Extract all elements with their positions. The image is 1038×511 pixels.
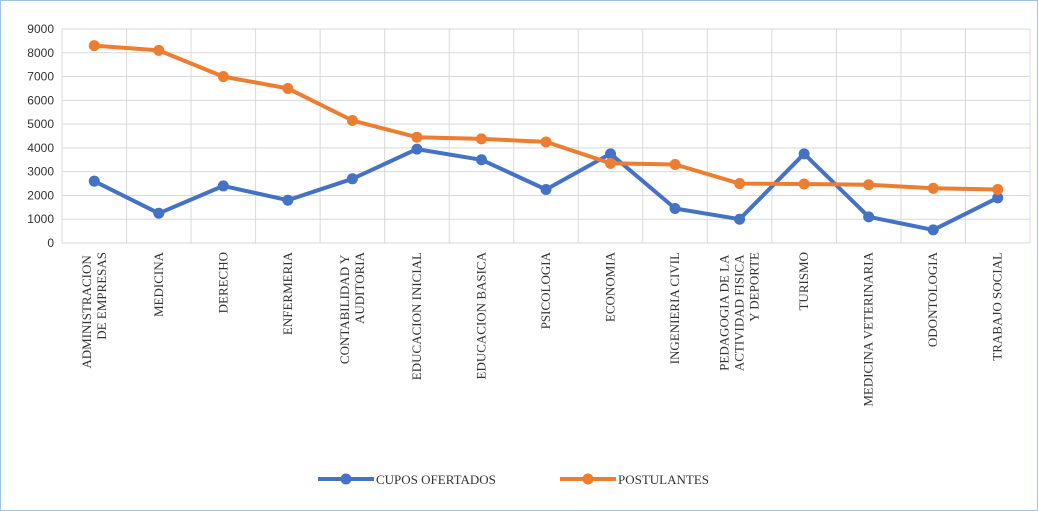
data-point [863,179,875,191]
data-point [153,44,165,56]
y-tick-label: 7000 [27,70,54,84]
data-point [346,173,358,185]
legend-marker [340,473,352,485]
data-point [798,178,810,190]
data-point [992,184,1004,195]
data-point [88,175,100,187]
x-tick-label: ODONTOLOGIA [925,251,940,347]
data-point [411,131,423,143]
x-tick-label: MEDICINA [151,251,166,317]
x-tick-label: INGENIERIA CIVIL [667,252,682,364]
y-tick-label: 4000 [27,141,54,155]
data-point [346,115,358,127]
y-tick-label: 1000 [27,212,54,226]
data-point [475,133,487,145]
data-point [863,211,875,223]
data-point [282,82,294,94]
data-point [411,143,423,155]
data-point [605,157,617,169]
x-tick-label: ADMINISTRACION DE EMPRESAS [79,252,109,369]
data-point [282,194,294,206]
legend-marker [582,473,594,485]
x-tick-label: DERECHO [215,252,230,313]
data-point [734,213,746,225]
data-point [540,184,552,195]
y-tick-label: 3000 [27,165,54,179]
x-tick-label: TURISMO [796,252,811,311]
data-point [927,224,939,236]
data-point [927,182,939,194]
data-point [153,207,165,219]
data-point [217,180,229,192]
x-tick-label: TRABAJO SOCIAL [990,252,1005,361]
x-tick-label: MEDICINA VETERINARIA [861,251,876,406]
series-line [94,43,998,192]
y-tick-label: 6000 [27,93,54,107]
data-point [669,203,681,215]
legend-label: CUPOS OFERTADOS [376,472,496,487]
y-tick-label: 0 [47,236,54,250]
data-point [605,148,617,160]
legend-label: POSTULANTES [618,472,709,487]
data-point [669,159,681,171]
data-point [734,178,746,190]
x-tick-label: PEDAGOGIA DE LA ACTIVIDAD FISICA Y DEPOR… [717,252,762,371]
x-tick-label: EDUCACION INICIAL [409,252,424,380]
y-tick-label: 2000 [27,188,54,202]
data-point [88,40,100,52]
data-point [475,154,487,166]
y-tick-label: 5000 [27,117,54,131]
x-tick-label: ENFERMERIA [280,251,295,335]
data-point [798,148,810,160]
y-tick-label: 9000 [27,22,54,36]
x-tick-label: PSICOLOGIA [538,251,553,329]
x-tick-label: EDUCACION BASICA [473,251,488,379]
x-tick-label: ECONOMIA [603,251,618,322]
data-point [217,71,229,83]
data-point [992,192,1004,204]
y-tick-label: 8000 [27,46,54,60]
x-tick-label: CONTABILIDAD Y AUDITORIA [337,251,367,364]
data-point [540,136,552,148]
